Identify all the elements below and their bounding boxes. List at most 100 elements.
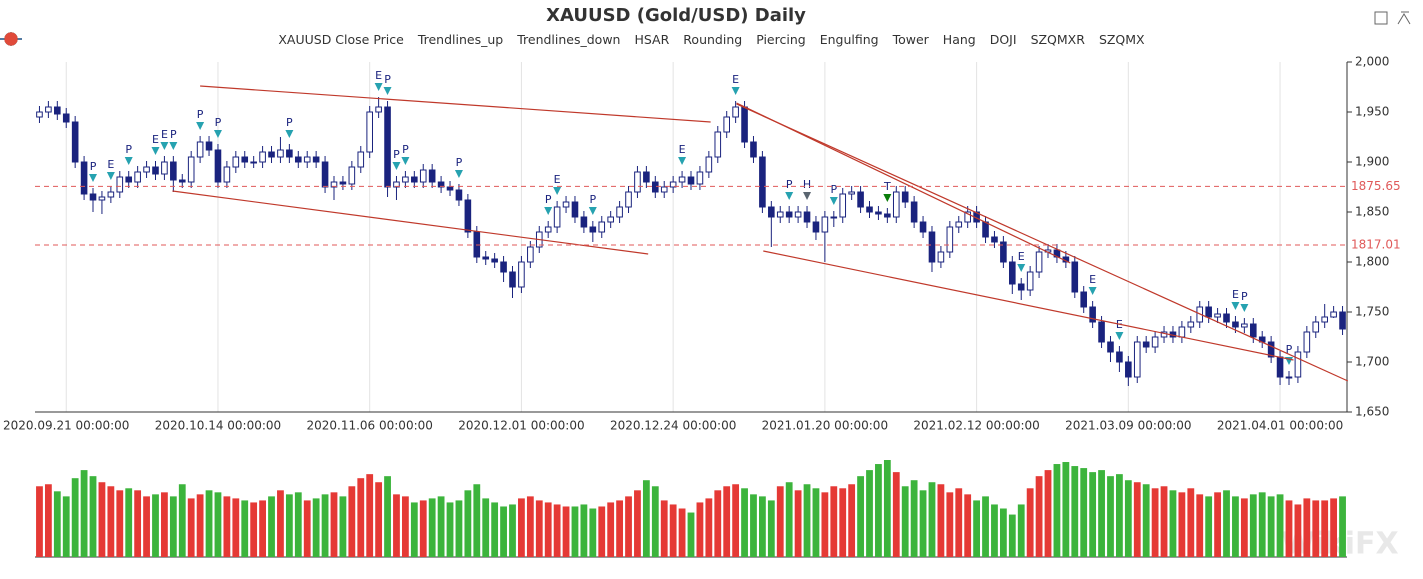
pattern-label: P bbox=[456, 156, 463, 169]
legend-label: Hang bbox=[942, 32, 976, 47]
volume-bar bbox=[196, 494, 204, 557]
legend-item[interactable]: XAUUSD Close Price bbox=[278, 32, 403, 47]
volume-bar bbox=[232, 498, 240, 557]
pattern-label: P bbox=[590, 193, 597, 206]
candle-body bbox=[321, 161, 329, 188]
pattern-marker bbox=[731, 87, 740, 95]
pattern-marker bbox=[392, 162, 401, 170]
volume-bar bbox=[821, 492, 829, 557]
candle-body bbox=[892, 191, 900, 218]
legend-item[interactable]: SZQMXR bbox=[4, 32, 1085, 47]
candle-body bbox=[464, 199, 472, 233]
legend-label: SZQMX bbox=[1098, 32, 1145, 47]
candle-body bbox=[1035, 251, 1043, 273]
candle-body bbox=[1232, 321, 1239, 328]
volume-bar bbox=[973, 500, 981, 557]
candle-body bbox=[509, 271, 516, 288]
volume-bar bbox=[544, 502, 552, 557]
pattern-marker bbox=[151, 147, 160, 155]
pattern-label: P bbox=[197, 108, 204, 121]
candle-body bbox=[991, 236, 998, 243]
zoom-icon[interactable] bbox=[1374, 11, 1388, 25]
legend-item[interactable]: Tower bbox=[4, 32, 929, 47]
volume-bar bbox=[1178, 492, 1186, 557]
volume-bar bbox=[285, 494, 293, 557]
x-tick-label: 2021.02.12 00:00:00 bbox=[913, 419, 1039, 433]
candle-body bbox=[928, 231, 936, 263]
hsar-label: 1875.65 bbox=[1351, 179, 1401, 193]
candle-body bbox=[71, 121, 79, 163]
legend-item[interactable]: HSAR bbox=[0, 32, 669, 47]
pattern-label: E bbox=[679, 143, 686, 156]
candle-body bbox=[98, 196, 106, 201]
volume-bar bbox=[419, 500, 427, 557]
pattern-marker bbox=[678, 157, 687, 165]
candle-body bbox=[955, 221, 963, 228]
candle-body bbox=[553, 206, 561, 228]
volume-bar bbox=[187, 498, 195, 557]
candle-body bbox=[723, 116, 731, 133]
candle-body bbox=[1187, 321, 1195, 328]
volume-bar bbox=[80, 470, 88, 557]
volume-bar bbox=[625, 496, 632, 557]
volume-bar bbox=[589, 508, 597, 557]
volume-bar bbox=[571, 506, 579, 557]
candle-body bbox=[696, 171, 704, 185]
toolbox[interactable] bbox=[1374, 11, 1411, 25]
candle-body bbox=[857, 191, 864, 208]
volume-bar bbox=[509, 504, 516, 557]
candle-body bbox=[45, 106, 52, 113]
candle-body bbox=[946, 226, 954, 253]
pattern-label: P bbox=[215, 116, 222, 129]
pattern-marker bbox=[374, 83, 383, 91]
volume-bar bbox=[1008, 514, 1016, 557]
legend-item[interactable]: Piercing bbox=[4, 32, 806, 47]
candle-body bbox=[1241, 323, 1248, 328]
volume-bar bbox=[1142, 484, 1150, 557]
x-tick-label: 2020.12.01 00:00:00 bbox=[458, 419, 584, 433]
volume-bar bbox=[759, 496, 766, 557]
candle-body bbox=[259, 151, 266, 163]
legend-item[interactable]: Rounding bbox=[0, 32, 742, 47]
candle-body bbox=[580, 216, 588, 228]
legend-item[interactable]: DOJI bbox=[4, 32, 1017, 47]
candle-body bbox=[875, 211, 882, 215]
legend-item[interactable]: Hang bbox=[4, 32, 976, 47]
volume-bar bbox=[1240, 498, 1248, 557]
legend-label: Engulfing bbox=[819, 32, 879, 47]
candle-body bbox=[348, 166, 356, 185]
legend-label: Tower bbox=[892, 32, 929, 47]
pattern-marker bbox=[588, 207, 597, 215]
legend-item[interactable]: Engulfing bbox=[4, 32, 879, 47]
volume-bar bbox=[107, 486, 115, 557]
candle-body bbox=[455, 189, 463, 201]
restore-icon[interactable] bbox=[1397, 11, 1411, 25]
pattern-label: P bbox=[786, 178, 793, 191]
volume-bar bbox=[366, 474, 374, 557]
volume-bar bbox=[312, 498, 320, 557]
candle-body bbox=[910, 201, 918, 223]
pattern-label: P bbox=[170, 128, 177, 141]
volume-bar bbox=[1303, 498, 1311, 557]
legend-item[interactable]: Trendlines_up bbox=[0, 32, 503, 47]
volume-bar bbox=[1321, 500, 1329, 557]
candle-body bbox=[839, 193, 847, 218]
volume-bar bbox=[89, 476, 97, 557]
candle-body bbox=[705, 156, 713, 173]
candle-body bbox=[312, 156, 320, 163]
volume-bar bbox=[1276, 494, 1284, 557]
volume-bar bbox=[669, 504, 677, 557]
volume-bar bbox=[642, 480, 650, 557]
candle-body bbox=[812, 221, 820, 233]
candle-body bbox=[1267, 341, 1275, 358]
volume-bar bbox=[375, 482, 383, 557]
volume-bar bbox=[1035, 476, 1043, 557]
pattern-marker bbox=[803, 192, 812, 200]
legend-item[interactable]: Trendlines_down bbox=[0, 32, 620, 47]
pattern-label: P bbox=[90, 160, 97, 173]
candle-body bbox=[660, 186, 668, 193]
candle-body bbox=[750, 141, 757, 158]
legend-item[interactable]: SZQMX bbox=[4, 32, 1145, 47]
trendline bbox=[172, 190, 649, 255]
